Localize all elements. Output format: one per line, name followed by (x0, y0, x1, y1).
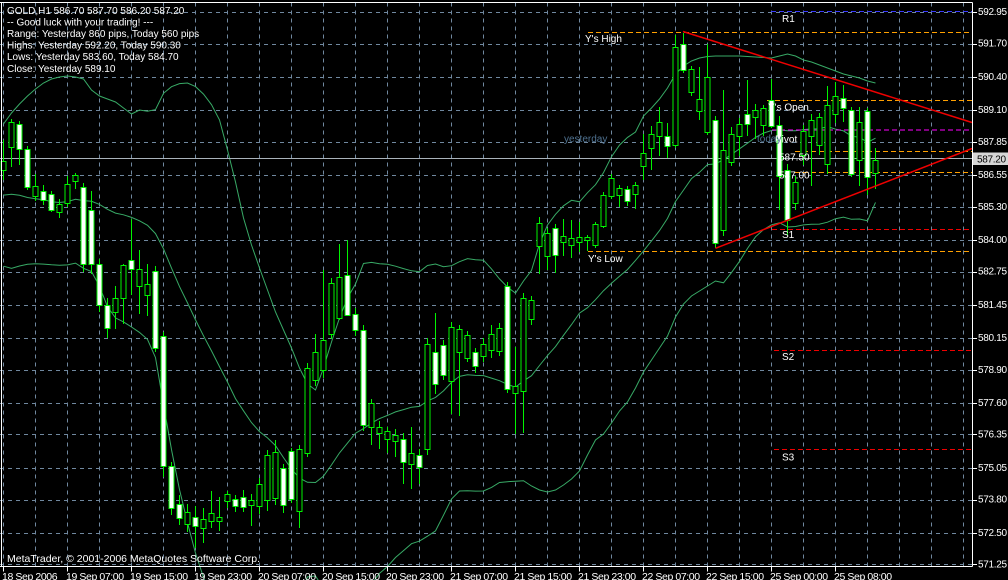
svg-text:584.00: 584.00 (978, 235, 1008, 246)
svg-text:582.75: 582.75 (978, 267, 1008, 278)
svg-text:20 Sep 23:00: 20 Sep 23:00 (386, 571, 444, 580)
svg-text:580.15: 580.15 (978, 333, 1008, 344)
svg-text:586.55: 586.55 (978, 170, 1008, 181)
svg-text:587.00: 587.00 (779, 171, 810, 182)
svg-text:today: today (757, 134, 781, 145)
svg-text:21 Sep 07:00: 21 Sep 07:00 (450, 571, 508, 580)
svg-text:19 Sep 15:00: 19 Sep 15:00 (130, 571, 188, 580)
svg-text:587.85: 587.85 (978, 137, 1008, 148)
svg-text:GOLD,H1 586.70 587.70 586.20: GOLD,H1 586.70 587.70 586.20 587.20 (7, 6, 185, 17)
svg-text:Y's High: Y's High (585, 34, 622, 45)
svg-text:576.35: 576.35 (978, 430, 1008, 441)
svg-text:S2: S2 (782, 352, 795, 363)
svg-text:572.50: 572.50 (978, 528, 1008, 539)
svg-text:S3: S3 (782, 453, 795, 464)
svg-text:590.40: 590.40 (978, 72, 1008, 83)
svg-text:20 Sep 15:00: 20 Sep 15:00 (322, 571, 380, 580)
svg-text:589.10: 589.10 (978, 105, 1008, 116)
svg-text:577.60: 577.60 (978, 398, 1008, 409)
svg-text:-- Good luck with your trading: -- Good luck with your trading! --- (7, 17, 153, 28)
svg-text:S1: S1 (782, 230, 795, 241)
svg-text:19 Sep 07:00: 19 Sep 07:00 (66, 571, 124, 580)
svg-text:21 Sep 15:00: 21 Sep 15:00 (514, 571, 572, 580)
svg-text:585.30: 585.30 (978, 202, 1008, 213)
svg-text:587.20: 587.20 (977, 155, 1007, 166)
svg-text:19 Sep 23:00: 19 Sep 23:00 (194, 571, 252, 580)
svg-text:Y's Open: Y's Open (768, 103, 809, 114)
svg-text:591.70: 591.70 (978, 39, 1008, 50)
svg-text:R1: R1 (782, 14, 795, 25)
svg-text:Highs: Yesterday 592.20, Today: Highs: Yesterday 592.20, Today 590.30 (7, 41, 181, 52)
svg-text:25 Sep 00:00: 25 Sep 00:00 (770, 571, 828, 580)
svg-text:MetaTrader, © 2001-2006 MetaQu: MetaTrader, © 2001-2006 MetaQuotes Softw… (7, 553, 260, 565)
svg-text:25 Sep 08:00: 25 Sep 08:00 (834, 571, 892, 580)
svg-text:Close: Yesterday 589.10: Close: Yesterday 589.10 (7, 64, 116, 75)
svg-text:Lows: Yesterday 583.60, Today: Lows: Yesterday 583.60, Today 584.70 (7, 52, 179, 63)
svg-text:22 Sep 07:00: 22 Sep 07:00 (642, 571, 700, 580)
svg-text:Range: Yesterday 860 pips, Tod: Range: Yesterday 860 pips, Today 560 pip… (7, 29, 199, 40)
svg-text:575.05: 575.05 (978, 463, 1008, 474)
svg-text:578.90: 578.90 (978, 365, 1008, 376)
svg-text:581.45: 581.45 (978, 300, 1008, 311)
svg-text:587.50: 587.50 (779, 153, 810, 164)
svg-text:20 Sep 07:00: 20 Sep 07:00 (258, 571, 316, 580)
svg-text:592.95: 592.95 (978, 7, 1008, 18)
svg-text:573.80: 573.80 (978, 495, 1008, 506)
svg-text:18 Sep 2006: 18 Sep 2006 (2, 571, 58, 580)
svg-text:Pivot: Pivot (775, 135, 797, 146)
svg-text:22 Sep 15:00: 22 Sep 15:00 (706, 571, 764, 580)
svg-text:21 Sep 23:00: 21 Sep 23:00 (578, 571, 636, 580)
svg-text:yesterday: yesterday (564, 134, 607, 145)
svg-text:571.25: 571.25 (978, 560, 1008, 571)
svg-text:Y's Low: Y's Low (588, 254, 623, 265)
